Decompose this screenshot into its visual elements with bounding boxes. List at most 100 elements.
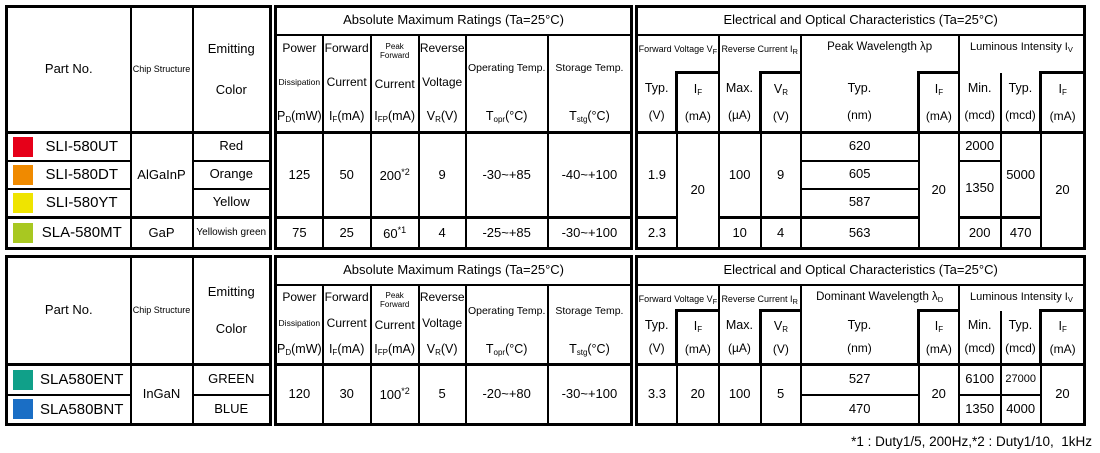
subcol-rc-max: Max. (µA) (717, 310, 762, 366)
subcol-li-if: IF (mA) (1039, 309, 1086, 366)
subcol-fv-typ: Typ. (V) (635, 310, 678, 366)
table-row: 120 30 100*2 5 -20~+80 -30~+100 (274, 363, 633, 426)
col-label: Power (282, 41, 317, 56)
t1-amr-ifp-gap: 60*1 (369, 216, 420, 250)
t2-electro-optical-table: Electrical and Optical Characteristics (… (635, 255, 1087, 426)
t1-emit-yellow: Yellow (191, 187, 272, 219)
color-swatch-red (13, 136, 33, 157)
t2-abs-max-table: Absolute Maximum Ratings (Ta=25°C) Power… (274, 255, 634, 426)
color-swatch-green (13, 369, 33, 390)
subcol-fv-typ: Typ. (V) (635, 72, 678, 134)
t1-amr-col-power: Power Dissipation PD(mW) (274, 33, 324, 134)
t1-li-if: 20 (1039, 131, 1086, 250)
group-reverse-current: Reverse Current IR (717, 33, 802, 73)
t1-amr-col-reverse: Reverse Voltage VR(V) (417, 33, 467, 134)
table-row: Forward Voltage VF Reverse Current IR Do… (635, 283, 1086, 311)
table-row: Part No. Chip Structure Emitting Color (5, 255, 272, 366)
t1-eoc-title: Electrical and Optical Characteristics (… (635, 5, 1086, 36)
t2-fv-if: 20 (675, 363, 720, 426)
table-row: 605 1350 (637, 159, 1085, 219)
color-swatch-yellowish-green (13, 223, 33, 243)
table-row: Typ. (V) IF (mA) Max. (µA) VR (V) Typ. (nm) I… (635, 71, 1086, 134)
t1-wl-orange: 605 (799, 159, 920, 190)
t1-fv-if: 20 (675, 131, 720, 250)
t1-part-cell-2: SLI-580DT (5, 159, 132, 190)
table-row: 1.9 20 100 9 620 20 2000 5000 20 (635, 131, 1086, 250)
subcol-rc-vr: VR (V) (759, 71, 802, 134)
color-swatch-orange (13, 164, 33, 185)
table-row: 3.3 20 100 5 527 20 6100 27000 20 (635, 363, 1086, 426)
t2-li-typ-green: 27000 (999, 363, 1042, 396)
col-label: Power (282, 290, 317, 305)
col-symbol: Topr(°C) (485, 342, 528, 358)
subcol-wl-typ: Typ. (nm) (799, 72, 920, 134)
col-label: Operating Temp. (467, 305, 546, 318)
col-label: Reverse (419, 290, 465, 305)
table-row: Forward Voltage VF Reverse Current IR Pe… (635, 33, 1086, 73)
col-label: Forward (324, 290, 369, 305)
col-label: Peak Forward (380, 291, 410, 310)
table-row: Power Dissipation PD(mW) Forward Current… (274, 33, 633, 134)
t2-left-table: Part No. Chip Structure Emitting Color S… (5, 255, 272, 426)
t2-amr-if: 30 (321, 363, 372, 426)
table-row: 587 (637, 187, 1085, 219)
t2-rc-vr: 5 (759, 363, 802, 426)
t1-amr-col-forward: Forward Current IF(mA) (321, 33, 372, 134)
col-symbol: IFP(mA) (374, 342, 416, 358)
col-symbol: VR(V) (426, 109, 458, 125)
t2-emit-blue: BLUE (191, 393, 272, 426)
t1-amr-if-algainp: 50 (321, 131, 372, 219)
col-symbol: PD(mW) (277, 342, 322, 358)
col-label: Current (374, 317, 415, 332)
col-label: Voltage (422, 74, 463, 89)
top-spec-table-block: Part No. Chip Structure Emitting Color S… (5, 5, 1087, 250)
emitting-label-line1: Emitting (207, 40, 255, 56)
t1-amr-ifp-algainp: 200*2 (369, 131, 420, 219)
subcol-li-min: Min. (mcd) (957, 72, 1002, 134)
t1-amr-tstg-gap: -30~+100 (546, 216, 633, 250)
emitting-label-line2: Color (215, 81, 247, 97)
col-label: Storage Temp. (555, 62, 624, 75)
t2-chip-ingan: InGaN (129, 363, 194, 426)
col-label: Voltage (422, 315, 463, 330)
t2-wl-blue: 470 (799, 393, 920, 426)
table-row: Electrical and Optical Characteristics (… (635, 255, 1086, 286)
table-row: 75 25 60*1 4 -25~+85 -30~+100 (274, 216, 633, 250)
part-number: SLI-580UT (45, 138, 119, 156)
table-row: 125 50 200*2 9 -30~+85 -40~+100 (274, 131, 633, 219)
col-symbol: IF(mA) (328, 109, 365, 125)
subcol-fv-if: IF (mA) (675, 309, 720, 366)
table-row: Part No. Chip Structure Emitting Color (5, 5, 272, 134)
col-label: Current (326, 74, 367, 89)
t2-wl-green: 527 (799, 363, 920, 396)
t2-amr-pd: 120 (274, 363, 324, 426)
t1-amr-vr-algainp: 9 (417, 131, 467, 219)
t1-wl-yellow: 587 (799, 187, 920, 219)
col-symbol: PD(mW) (277, 109, 322, 125)
footnote-ref: *2 (401, 386, 410, 397)
col-label: Dissipation (278, 317, 321, 328)
t2-li-typ-blue: 4000 (999, 393, 1042, 426)
t2-li-if: 20 (1039, 363, 1086, 426)
t2-header-emitting-color: Emitting Color (191, 255, 272, 366)
col-label: Operating Temp. (467, 62, 546, 75)
t1-wl-gap: 563 (799, 216, 920, 250)
t2-rc-max: 100 (717, 363, 762, 426)
subcol-fv-if: IF (mA) (675, 71, 720, 134)
t2-amr-col-forward: Forward Current IF(mA) (321, 283, 372, 366)
table-row: SLI-580UT AlGaInP Red (5, 131, 272, 219)
t1-emit-red: Red (191, 131, 272, 162)
t2-header-chip-structure: Chip Structure (129, 255, 194, 366)
subcol-wl-if: IF (mA) (917, 309, 960, 366)
table-row: 470 1350 4000 (637, 393, 1085, 426)
t1-part-cell-4: SLA-580MT (5, 216, 132, 250)
subcol-wl-typ: Typ. (nm) (799, 310, 920, 366)
t2-eoc-title: Electrical and Optical Characteristics (… (635, 255, 1086, 286)
t1-header-chip-structure: Chip Structure (129, 5, 194, 134)
t2-amr-vr: 5 (417, 363, 467, 426)
t2-amr-ifp: 100*2 (369, 363, 420, 426)
table-row: Electrical and Optical Characteristics (… (635, 5, 1086, 36)
col-symbol: IFP(mA) (374, 109, 416, 125)
part-number: SLI-580DT (45, 165, 119, 183)
table-row: SLI-580YT Yellow (5, 187, 272, 219)
